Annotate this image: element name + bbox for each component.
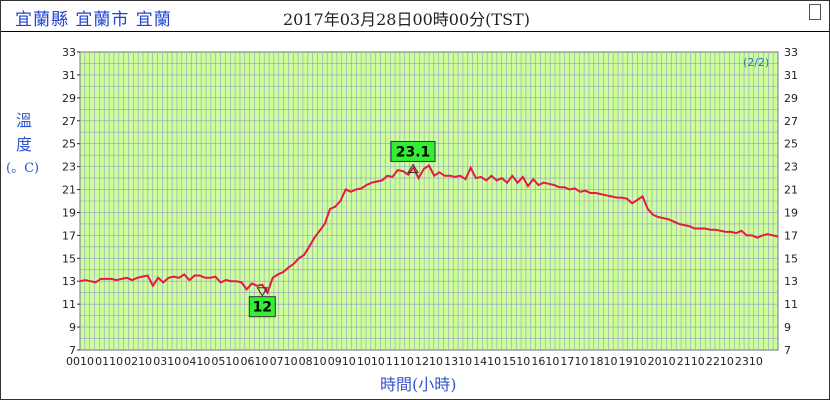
y-tick-label: 21: [62, 184, 76, 197]
datetime-title: 2017年03月28日00時00分(TST): [283, 10, 530, 29]
x-tick-label: 0210: [124, 355, 152, 368]
x-tick-label: 1910: [619, 355, 647, 368]
x-tick-label: 0410: [182, 355, 210, 368]
x-tick-label: 2010: [648, 355, 676, 368]
x-tick-label: 0310: [153, 355, 181, 368]
x-tick-label: 2310: [735, 355, 763, 368]
y-tick-label: 19: [62, 206, 76, 219]
y-tick-label-right: 7: [784, 344, 791, 357]
min-value-label: 12: [253, 300, 272, 316]
y-tick-label: 29: [62, 92, 76, 105]
extreme-markers: 23.1 12: [248, 140, 436, 318]
x-tick-label: 1410: [473, 355, 501, 368]
max-value-box: [390, 140, 436, 162]
y-tick-label: 23: [62, 161, 76, 174]
x-tick-label: 1210: [415, 355, 443, 368]
y-tick-label-right: 21: [784, 184, 798, 197]
y-tick-label: 27: [62, 115, 76, 128]
y-tick-label-right: 33: [784, 46, 798, 59]
x-tick-label: 0010: [66, 355, 94, 368]
x-axis-label: 時間(小時): [380, 375, 457, 394]
y-axis-label-char-2: 度: [16, 135, 32, 154]
x-tick-label: 1510: [502, 355, 530, 368]
max-value-label: 23.1: [396, 144, 431, 160]
x-tick-label: 0810: [299, 355, 327, 368]
y-tick-label-right: 29: [784, 92, 798, 105]
y-tick-label-right: 27: [784, 115, 798, 128]
y-tick-label: 15: [62, 252, 76, 265]
x-tick-label: 1610: [531, 355, 559, 368]
x-tick-label: 2210: [706, 355, 734, 368]
y-tick-label-right: 13: [784, 275, 798, 288]
y-axis-left: 7 9 11 13 15 17 19 21 23 25 27 29 31 33: [62, 46, 80, 357]
y-axis-label-char-1: 溫: [16, 111, 32, 130]
y-tick-label: 13: [62, 275, 76, 288]
y-tick-label-right: 15: [784, 252, 798, 265]
station-title: 宜蘭縣 宜蘭市 宜蘭: [15, 10, 172, 30]
y-tick-label: 31: [62, 69, 76, 82]
y-tick-label: 25: [62, 138, 76, 151]
header-bar: 宜蘭縣 宜蘭市 宜蘭 2017年03月28日00時00分(TST): [1, 1, 829, 32]
x-tick-label: 2110: [677, 355, 705, 368]
y-tick-label-right: 23: [784, 161, 798, 174]
y-tick-label: 33: [62, 46, 76, 59]
x-tick-label: 0110: [95, 355, 123, 368]
min-value-box: [248, 296, 276, 318]
x-tick-label: 1310: [444, 355, 472, 368]
y-tick-label-right: 19: [784, 206, 798, 219]
x-tick-label: 0610: [241, 355, 269, 368]
max-marker-triangle-icon: [407, 163, 419, 173]
temperature-series-line: [79, 164, 779, 295]
y-axis-right: 7 9 11 13 15 17 19 21 23 25 27 29 31 33: [784, 46, 798, 357]
y-tick-label: 9: [69, 321, 76, 334]
y-tick-label: 7: [69, 344, 76, 357]
x-tick-label: 0910: [328, 355, 356, 368]
y-tick-label-right: 31: [784, 69, 798, 82]
x-tick-label: 0710: [270, 355, 298, 368]
corner-box-icon: [809, 4, 821, 20]
top-right-marker: (2/2): [743, 56, 769, 69]
y-tick-label: 17: [62, 229, 76, 242]
min-marker-triangle-icon: [256, 287, 269, 297]
x-tick-label: 1810: [590, 355, 618, 368]
y-axis-unit: (。C): [6, 161, 39, 176]
y-tick-label-right: 9: [784, 321, 791, 334]
y-tick-label: 11: [62, 298, 76, 311]
y-tick-label-right: 11: [784, 298, 798, 311]
x-tick-label: 0510: [211, 355, 239, 368]
x-tick-label: 1010: [357, 355, 385, 368]
grid-lines: [79, 51, 779, 351]
x-tick-label: 1710: [560, 355, 588, 368]
y-tick-label-right: 25: [784, 138, 798, 151]
y-tick-label-right: 17: [784, 229, 798, 242]
x-tick-label: 1110: [386, 355, 414, 368]
